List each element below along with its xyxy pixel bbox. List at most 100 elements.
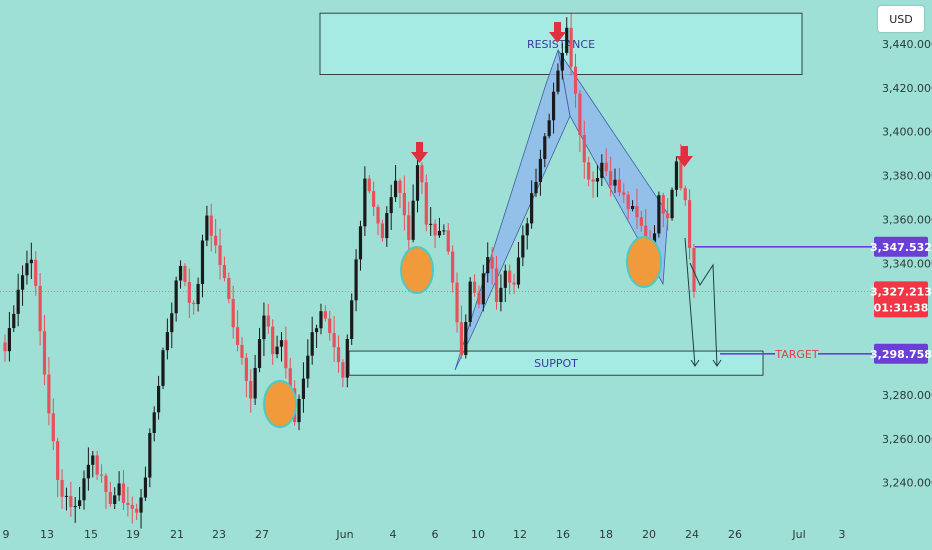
currency-selector[interactable]: USD: [878, 6, 924, 32]
price-tick-label: 3,360.000: [882, 213, 932, 226]
candle-body: [56, 441, 60, 480]
candle-body: [117, 483, 121, 496]
candle-body: [525, 223, 529, 236]
candle-body: [69, 495, 73, 508]
candle-body: [148, 433, 152, 478]
candle-body: [38, 285, 42, 332]
price-tick-label: 3,240.000: [882, 477, 932, 490]
candle-body: [578, 93, 582, 135]
candle-body: [451, 251, 455, 283]
candle-body: [60, 479, 64, 497]
candle-body: [530, 193, 534, 224]
time-tick-label: 9: [3, 528, 10, 541]
candle-body: [143, 477, 148, 498]
candle-body: [152, 412, 156, 434]
candle-body: [47, 374, 51, 414]
time-tick-label: 3: [839, 528, 846, 541]
price-axis[interactable]: 3,440.000 3,420.000 3,400.000 3,380.000 3,36…: [882, 38, 932, 490]
candle-body: [108, 492, 112, 504]
price-tick-label: 3,260.000: [882, 433, 932, 446]
candle-body: [161, 350, 165, 386]
price-tick-label: 3,340.000: [882, 257, 932, 270]
candle-body: [332, 333, 336, 348]
candle-body: [271, 326, 275, 355]
candle-body: [218, 245, 222, 266]
candle-body: [429, 223, 433, 225]
price-tick-label: 3,280.000: [882, 389, 932, 402]
time-axis[interactable]: 9 13 15 19 21 23 27 Jun 4 6 10 12 16 18 20 24 26 Jul 3: [3, 528, 846, 541]
candle-body: [503, 270, 507, 288]
candle-body: [73, 506, 77, 508]
candle-body: [12, 313, 16, 329]
candle-body: [508, 270, 512, 283]
candle-body: [424, 182, 428, 225]
candle-body: [565, 27, 569, 53]
candle-body: [543, 136, 547, 159]
candle-body: [661, 195, 665, 214]
candle-body: [407, 215, 411, 240]
candle-body: [86, 464, 90, 479]
current-price-tag-countdown: 01:31:38: [874, 301, 929, 314]
candle-body: [328, 318, 332, 334]
candle-body: [415, 165, 420, 201]
candle-body: [156, 385, 161, 413]
candle-body: [275, 346, 279, 355]
candle-body: [20, 275, 25, 290]
candle-body: [16, 289, 20, 314]
candle-body: [214, 235, 218, 246]
candle-body: [582, 134, 586, 163]
candle-body: [306, 355, 310, 379]
bottom-markers: [263, 236, 662, 428]
candle-body: [398, 180, 402, 193]
plot-background: [0, 0, 872, 520]
candle-body: [538, 158, 543, 182]
time-tick-label: 23: [212, 528, 226, 541]
candle-body: [64, 495, 69, 497]
candle-body: [99, 474, 104, 476]
candle-body: [512, 282, 516, 285]
candle-body: [42, 331, 47, 375]
candle-body: [468, 281, 472, 323]
candle-body: [310, 332, 314, 356]
candle-body: [666, 213, 670, 219]
candle-body: [170, 313, 174, 333]
candle-body: [323, 311, 327, 319]
candle-body: [165, 332, 169, 351]
candle-body: [336, 347, 341, 363]
candle-body: [345, 339, 349, 378]
candle-body: [657, 195, 661, 234]
candle-body: [486, 257, 490, 274]
candle-body: [560, 52, 564, 71]
candle-body: [692, 247, 696, 292]
time-tick-label: 15: [84, 528, 98, 541]
candle-body: [200, 240, 205, 284]
candle-body: [174, 280, 178, 314]
candle-body: [363, 178, 367, 227]
candle-body: [222, 265, 227, 278]
price-tick-label: 3,380.000: [882, 170, 932, 183]
bottom-marker-circle: [400, 246, 434, 294]
price-tags: 3,347.532 3,327.213 01:31:38 3,298.758 TARGE…: [774, 236, 932, 364]
candle-body: [187, 282, 191, 303]
candle-body: [569, 27, 573, 67]
price-tick-label: 3,400.000: [882, 126, 932, 139]
time-tick-label: 10: [471, 528, 485, 541]
candle-body: [587, 162, 591, 180]
candle-body: [301, 378, 306, 399]
time-tick-label: 27: [255, 528, 269, 541]
candle-body: [240, 344, 244, 358]
candle-body: [644, 225, 648, 244]
candle-body: [257, 339, 262, 368]
candle-body: [25, 263, 29, 276]
candle-body: [350, 300, 354, 340]
candle-body: [262, 315, 266, 340]
candle-body: [609, 171, 613, 186]
candle-body: [521, 235, 525, 258]
candle-body: [464, 322, 468, 356]
candle-body: [630, 206, 635, 210]
candle-body: [499, 287, 503, 303]
candle-body: [126, 502, 130, 505]
candle-body: [121, 483, 126, 503]
candle-body: [604, 162, 608, 172]
